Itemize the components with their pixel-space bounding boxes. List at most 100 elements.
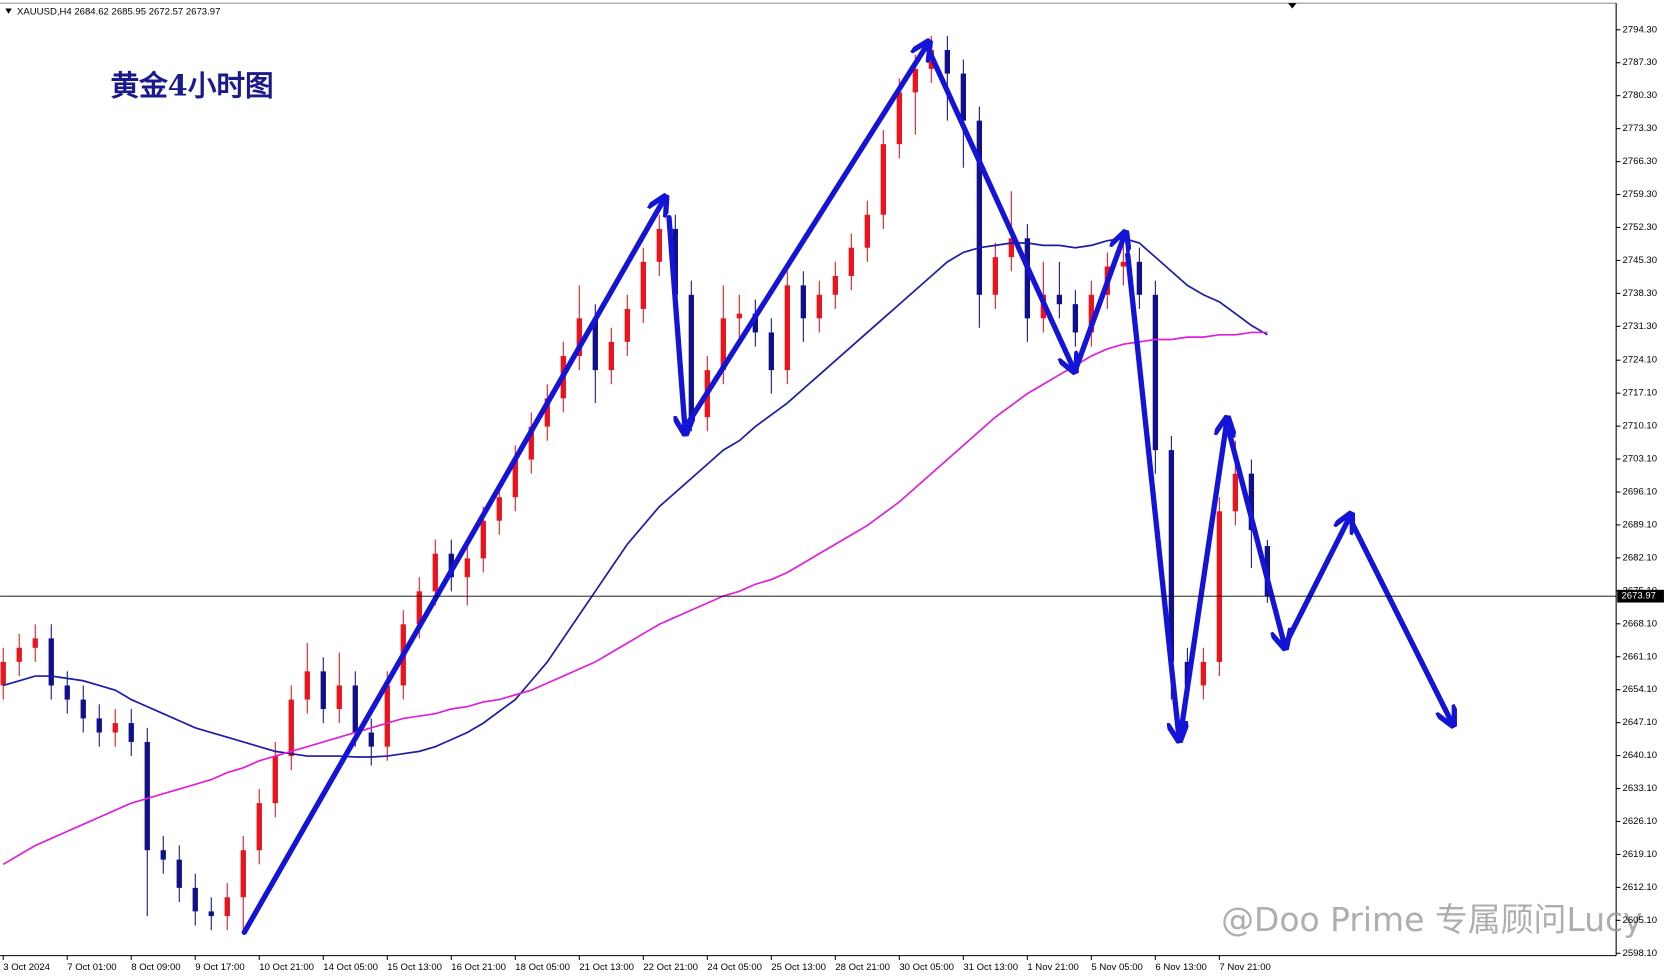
- y-tick-label: 2731.30: [1623, 321, 1658, 332]
- trend-arrows: [241, 47, 1450, 935]
- candle-body: [720, 318, 726, 371]
- candle-body: [192, 887, 198, 912]
- candle-body: [1168, 450, 1175, 662]
- x-tick-label: 1 Nov 21:00: [1027, 962, 1078, 973]
- y-tick-label: 2738.30: [1623, 288, 1658, 299]
- candle-body: [656, 228, 662, 262]
- candle-body: [784, 285, 790, 371]
- x-tick-label: 6 Nov 13:00: [1155, 962, 1206, 973]
- x-tick-label: 18 Oct 05:00: [515, 962, 570, 973]
- candle-body: [512, 459, 518, 498]
- x-tick-label: 25 Oct 13:00: [771, 962, 826, 973]
- y-tick-label: 2668.10: [1623, 618, 1658, 629]
- candle-body: [176, 859, 182, 888]
- candle-body: [368, 732, 374, 747]
- y-tick-label: 2773.30: [1623, 123, 1658, 134]
- y-tick-label: 2759.30: [1623, 189, 1658, 200]
- header: XAUUSD,H4 2684.62 2685.95 2672.57 2673.9…: [17, 6, 220, 17]
- y-tick-label: 2647.10: [1623, 717, 1658, 728]
- x-tick-label: 7 Nov 21:00: [1219, 962, 1270, 973]
- arrow: [241, 202, 662, 935]
- candle-body: [320, 671, 326, 709]
- candle-body: [800, 285, 806, 319]
- candle-body: [960, 73, 967, 121]
- candle-body: [1232, 473, 1239, 512]
- x-tick-label: 5 Nov 05:00: [1091, 962, 1142, 973]
- y-tick-label: 2696.10: [1623, 487, 1658, 498]
- x-tick-label: 24 Oct 05:00: [707, 962, 762, 973]
- y-tick-label: 2619.10: [1623, 849, 1658, 860]
- candle-body: [160, 850, 166, 860]
- candle-body: [1248, 473, 1255, 531]
- y-tick-label: 2689.10: [1623, 519, 1658, 530]
- x-tick-label: 16 Oct 21:00: [451, 962, 506, 973]
- x-tick-label: 8 Oct 09:00: [131, 962, 180, 973]
- moving-average: [2, 331, 1268, 866]
- x-tick-label: 15 Oct 13:00: [387, 962, 442, 973]
- candle-body: [688, 294, 694, 418]
- candle-body: [480, 520, 486, 559]
- y-tick-label: 2703.10: [1623, 454, 1658, 465]
- candle-body: [352, 685, 358, 733]
- candle-body: [768, 332, 774, 371]
- candle-body: [464, 558, 470, 578]
- candle-body: [336, 685, 342, 709]
- y-tick-label: 2717.10: [1623, 388, 1658, 399]
- candle-body: [272, 756, 278, 804]
- open-value: 2684.62: [74, 6, 109, 17]
- y-tick-label: 2598.10: [1623, 948, 1658, 959]
- arrow: [1125, 252, 1179, 735]
- x-tick-label: 31 Oct 13:00: [963, 962, 1018, 973]
- candle-body: [256, 803, 262, 851]
- menu-arrow: [5, 8, 12, 14]
- candle-body: [304, 671, 310, 700]
- candle-body: [112, 723, 118, 733]
- y-tick-label: 2626.10: [1623, 816, 1658, 827]
- candle-body: [240, 850, 246, 898]
- y-tick-label: 2640.10: [1623, 750, 1658, 761]
- candle-body: [592, 318, 598, 371]
- candle-body: [624, 308, 630, 342]
- candle-body: [416, 591, 422, 625]
- symbol: XAUUSD,H4: [17, 6, 72, 17]
- x-tick-label: 14 Oct 05:00: [323, 962, 378, 973]
- arrow: [926, 48, 1072, 366]
- price-label-box: [1617, 589, 1664, 603]
- candle-body: [1136, 261, 1143, 295]
- candle-body: [736, 313, 742, 319]
- x-tick-label: 21 Oct 13:00: [579, 962, 634, 973]
- candle-body: [944, 50, 951, 74]
- candle-body: [640, 261, 646, 309]
- candle-body: [224, 897, 230, 917]
- x-tick-label: 30 Oct 05:00: [899, 962, 954, 973]
- x-tick-label: 10 Oct 21:00: [259, 962, 314, 973]
- x-tick-label: 7 Oct 01:00: [67, 962, 116, 973]
- arrow: [1178, 424, 1227, 736]
- candle-body: [48, 638, 54, 686]
- chart-title: 黄金4小时图: [110, 69, 273, 103]
- candle-body: [1008, 238, 1015, 258]
- arrow: [1225, 427, 1284, 642]
- candle-body: [16, 647, 22, 662]
- candle-body: [816, 294, 822, 319]
- candle-body: [992, 257, 999, 295]
- candle-body: [32, 638, 38, 648]
- low-value: 2672.57: [149, 6, 184, 17]
- y-tick-label: 2661.10: [1623, 651, 1658, 662]
- x-tick-label: 22 Oct 21:00: [643, 962, 698, 973]
- arrow: [684, 47, 926, 428]
- y-tick-label: 2654.10: [1623, 684, 1658, 695]
- candle-body: [672, 228, 678, 295]
- candle-body: [1024, 238, 1031, 319]
- y-tick-label: 2710.10: [1623, 421, 1658, 432]
- y-tick-label: 2794.30: [1623, 24, 1658, 35]
- candle-body: [1200, 661, 1207, 686]
- x-tick-label: 3 Oct 2024: [3, 962, 50, 973]
- y-tick-label: 2605.10: [1623, 915, 1658, 926]
- price-label: 2673.97: [1621, 591, 1656, 602]
- close-value: 2673.97: [186, 6, 221, 17]
- arrow: [1284, 519, 1349, 644]
- arrow: [1074, 238, 1124, 369]
- y-tick-label: 2724.10: [1623, 355, 1658, 366]
